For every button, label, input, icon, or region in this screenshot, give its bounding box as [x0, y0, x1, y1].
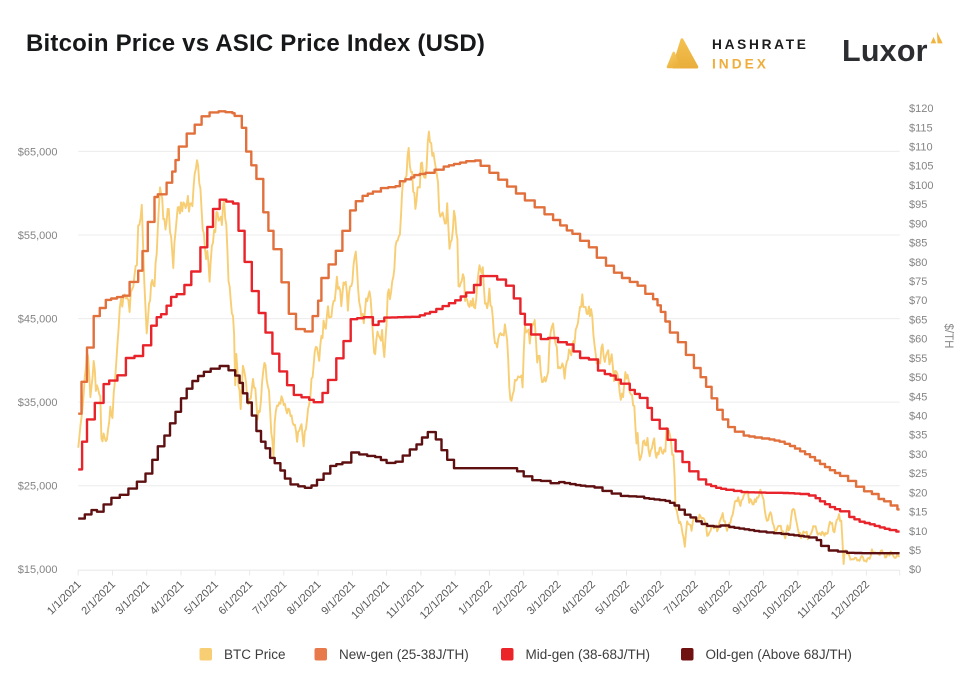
svg-text:$90: $90: [909, 218, 927, 230]
svg-text:$40: $40: [909, 411, 927, 423]
svg-text:INDEX: INDEX: [712, 56, 769, 71]
svg-text:3/1/2021: 3/1/2021: [114, 579, 153, 618]
svg-text:$110: $110: [909, 142, 933, 154]
svg-text:$75: $75: [909, 276, 927, 288]
svg-text:$100: $100: [909, 180, 933, 192]
svg-text:4/1/2021: 4/1/2021: [148, 579, 187, 618]
svg-text:$15,000: $15,000: [18, 564, 58, 576]
svg-text:8/1/2022: 8/1/2022: [696, 579, 735, 618]
svg-text:$0: $0: [909, 564, 921, 576]
svg-text:Mid-gen (38-68J/TH): Mid-gen (38-68J/TH): [526, 647, 651, 662]
svg-text:6/1/2022: 6/1/2022: [628, 579, 667, 618]
svg-text:4/1/2022: 4/1/2022: [559, 579, 598, 618]
svg-text:8/1/2021: 8/1/2021: [285, 579, 324, 618]
svg-text:Old-gen (Above 68J/TH): Old-gen (Above 68J/TH): [706, 647, 852, 662]
svg-text:1/1/2022: 1/1/2022: [456, 579, 495, 618]
svg-text:$55: $55: [909, 353, 927, 365]
svg-text:$95: $95: [909, 199, 927, 211]
svg-text:$80: $80: [909, 257, 927, 269]
svg-text:$5: $5: [909, 545, 921, 557]
svg-text:$25: $25: [909, 468, 927, 480]
svg-text:7/1/2022: 7/1/2022: [662, 579, 701, 618]
svg-text:New-gen (25-38J/TH): New-gen (25-38J/TH): [339, 647, 469, 662]
svg-text:1/1/2021: 1/1/2021: [45, 579, 84, 618]
svg-text:$35: $35: [909, 430, 927, 442]
svg-text:$55,000: $55,000: [18, 230, 58, 242]
svg-text:$115: $115: [909, 122, 933, 134]
svg-text:$45,000: $45,000: [18, 314, 58, 326]
svg-text:$70: $70: [909, 295, 927, 307]
svg-text:$50: $50: [909, 372, 927, 384]
svg-text:$120: $120: [909, 103, 933, 115]
svg-text:$10: $10: [909, 526, 927, 538]
svg-text:$65: $65: [909, 314, 927, 326]
svg-text:$45: $45: [909, 391, 927, 403]
svg-text:2/1/2021: 2/1/2021: [79, 579, 118, 618]
svg-text:$20: $20: [909, 487, 927, 499]
svg-text:7/1/2021: 7/1/2021: [251, 579, 290, 618]
svg-text:3/1/2022: 3/1/2022: [525, 579, 564, 618]
svg-text:$25,000: $25,000: [18, 481, 58, 493]
svg-text:2/1/2022: 2/1/2022: [491, 579, 530, 618]
svg-text:BTC Price: BTC Price: [224, 647, 286, 662]
svg-text:6/1/2021: 6/1/2021: [216, 579, 255, 618]
svg-text:5/1/2021: 5/1/2021: [182, 579, 221, 618]
svg-text:5/1/2022: 5/1/2022: [593, 579, 632, 618]
svg-text:$105: $105: [909, 161, 933, 173]
svg-text:HASHRATE: HASHRATE: [712, 37, 809, 52]
svg-text:$/TH: $/TH: [942, 324, 954, 349]
svg-text:$60: $60: [909, 334, 927, 346]
svg-text:$15: $15: [909, 507, 927, 519]
svg-text:$30: $30: [909, 449, 927, 461]
svg-text:$35,000: $35,000: [18, 397, 58, 409]
svg-text:$85: $85: [909, 238, 927, 250]
svg-text:$65,000: $65,000: [18, 146, 58, 158]
